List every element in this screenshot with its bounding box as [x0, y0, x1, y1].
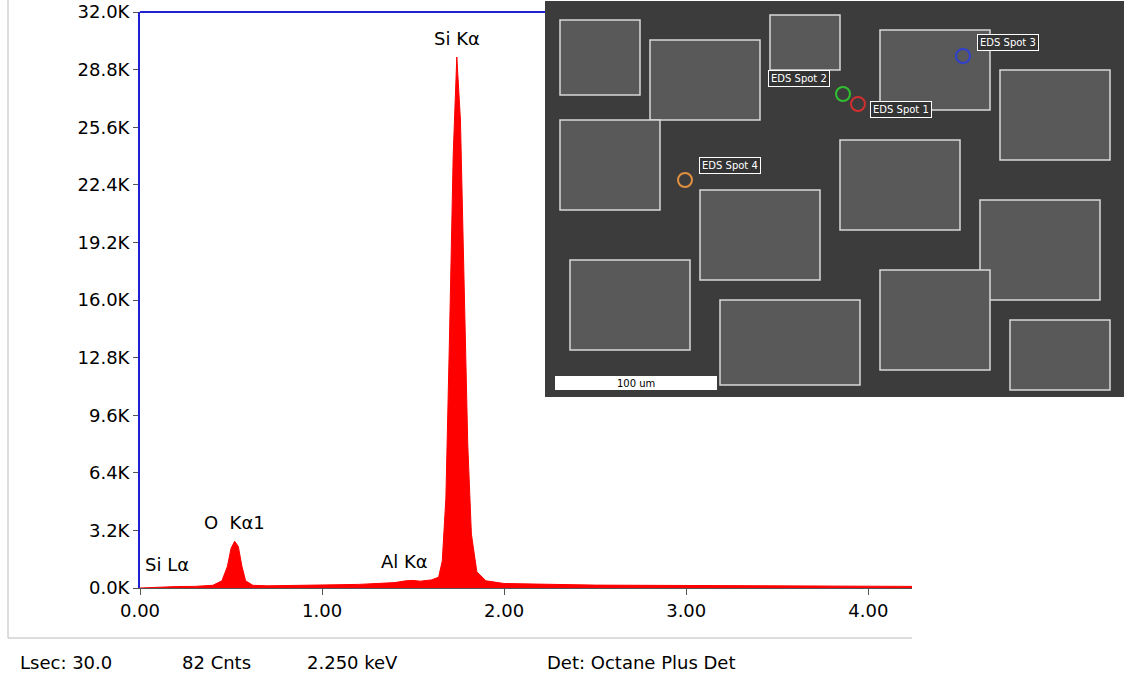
- svg-text:4.00: 4.00: [848, 600, 888, 621]
- svg-text:0.00: 0.00: [120, 600, 160, 621]
- svg-text:22.4K: 22.4K: [78, 174, 131, 195]
- svg-text:25.6K: 25.6K: [78, 117, 131, 138]
- svg-text:Det: Octane Plus Det: Det: Octane Plus Det: [547, 652, 736, 673]
- svg-text:Al Kα: Al Kα: [381, 551, 428, 572]
- svg-text:3.00: 3.00: [666, 600, 706, 621]
- svg-text:19.2K: 19.2K: [78, 232, 131, 253]
- svg-text:O Kα1: O Kα1: [204, 512, 265, 533]
- svg-text:EDS Spot 4: EDS Spot 4: [702, 160, 758, 171]
- svg-text:9.6K: 9.6K: [89, 405, 131, 426]
- svg-text:2.00: 2.00: [484, 600, 524, 621]
- svg-text:3.2K: 3.2K: [89, 520, 131, 541]
- svg-text:16.0K: 16.0K: [78, 289, 131, 310]
- svg-text:6.4K: 6.4K: [89, 462, 131, 483]
- svg-text:Lsec: 30.0: Lsec: 30.0: [20, 652, 112, 673]
- svg-text:EDS Spot 2: EDS Spot 2: [771, 73, 827, 84]
- svg-text:32.0K: 32.0K: [78, 1, 131, 22]
- svg-text:EDS Spot 3: EDS Spot 3: [980, 37, 1036, 48]
- svg-text:2.250 keV: 2.250 keV: [307, 652, 398, 673]
- svg-text:1.00: 1.00: [302, 600, 342, 621]
- svg-text:Si Lα: Si Lα: [145, 554, 189, 575]
- svg-text:82 Cnts: 82 Cnts: [182, 652, 251, 673]
- svg-text:Si Kα: Si Kα: [434, 28, 480, 49]
- svg-text:12.8K: 12.8K: [78, 347, 131, 368]
- svg-text:100 um: 100 um: [617, 378, 655, 389]
- svg-text:0.0K: 0.0K: [89, 577, 131, 598]
- svg-text:28.8K: 28.8K: [78, 59, 131, 80]
- svg-text:EDS Spot 1: EDS Spot 1: [873, 104, 929, 115]
